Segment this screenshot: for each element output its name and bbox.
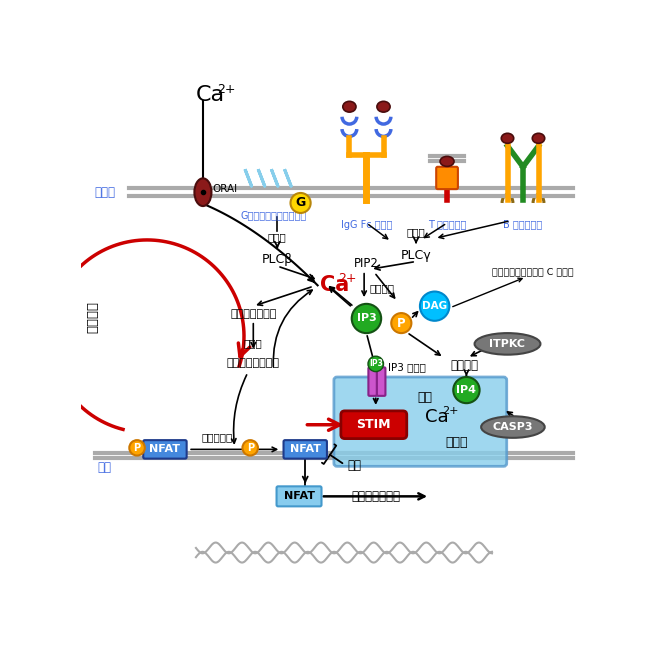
Text: NFAT: NFAT xyxy=(150,445,181,454)
Circle shape xyxy=(368,356,384,372)
Ellipse shape xyxy=(440,156,454,166)
Text: B 細胞受容体: B 細胞受容体 xyxy=(503,220,543,230)
Text: 分解: 分解 xyxy=(347,459,361,472)
Text: G: G xyxy=(296,196,306,209)
Text: IP3: IP3 xyxy=(369,359,383,368)
Text: P: P xyxy=(133,443,140,453)
Text: NFAT: NFAT xyxy=(283,492,315,501)
Text: リン酸化: リン酸化 xyxy=(451,359,479,372)
Text: T 細胞受容体: T 細胞受容体 xyxy=(428,220,466,230)
Text: PIP2: PIP2 xyxy=(354,256,379,269)
Text: P: P xyxy=(397,317,406,330)
Text: 活性化: 活性化 xyxy=(407,228,425,237)
Ellipse shape xyxy=(377,101,390,112)
Text: 小胞体: 小胞体 xyxy=(446,436,469,449)
Text: カルシニューリン: カルシニューリン xyxy=(227,358,280,368)
Ellipse shape xyxy=(501,133,514,143)
Circle shape xyxy=(129,440,145,456)
Text: 分解: 分解 xyxy=(417,391,432,404)
Text: Ca: Ca xyxy=(424,408,448,426)
Text: 脱リン酸化: 脱リン酸化 xyxy=(202,432,233,442)
FancyBboxPatch shape xyxy=(283,440,327,458)
Circle shape xyxy=(420,291,449,321)
Text: Ca: Ca xyxy=(320,274,349,295)
Text: 核膜: 核膜 xyxy=(98,462,112,475)
Text: CASP3: CASP3 xyxy=(493,422,533,432)
FancyBboxPatch shape xyxy=(341,411,407,439)
Ellipse shape xyxy=(474,333,540,355)
FancyBboxPatch shape xyxy=(369,367,377,396)
Text: 加水分解: 加水分解 xyxy=(369,283,395,293)
Text: ORAI: ORAI xyxy=(212,184,237,194)
Text: PLCγ: PLCγ xyxy=(400,249,432,262)
Circle shape xyxy=(242,440,258,456)
Circle shape xyxy=(291,193,311,213)
Ellipse shape xyxy=(532,133,545,143)
Text: 活性化: 活性化 xyxy=(244,338,263,348)
Text: STIM: STIM xyxy=(356,418,391,431)
Circle shape xyxy=(352,304,381,333)
Text: IP3 受容体: IP3 受容体 xyxy=(388,362,426,372)
Text: ITPKC: ITPKC xyxy=(489,339,525,349)
Text: サイトカイン等: サイトカイン等 xyxy=(351,490,400,503)
Text: 2+: 2+ xyxy=(338,272,356,285)
FancyBboxPatch shape xyxy=(436,167,458,189)
Text: IgG Fc 受容体: IgG Fc 受容体 xyxy=(341,220,392,230)
Text: Gタンパク共益型受容体: Gタンパク共益型受容体 xyxy=(240,211,307,220)
Text: 活性化: 活性化 xyxy=(268,232,287,242)
Text: プロテインキナーゼ C 活性化: プロテインキナーゼ C 活性化 xyxy=(492,268,574,277)
Ellipse shape xyxy=(343,101,356,112)
Text: PLCβ: PLCβ xyxy=(262,254,293,267)
Text: 2+: 2+ xyxy=(443,406,459,416)
FancyBboxPatch shape xyxy=(143,440,187,458)
Circle shape xyxy=(453,377,480,403)
FancyBboxPatch shape xyxy=(334,377,507,466)
Text: Ca: Ca xyxy=(196,85,225,105)
Ellipse shape xyxy=(481,416,545,438)
Text: IP4: IP4 xyxy=(456,385,476,395)
Text: カルモジュリン: カルモジュリン xyxy=(230,309,276,319)
Text: DAG: DAG xyxy=(422,301,447,311)
Ellipse shape xyxy=(194,179,211,206)
Text: P: P xyxy=(246,443,254,453)
Text: IP3: IP3 xyxy=(357,314,376,323)
Text: NFAT: NFAT xyxy=(290,445,320,454)
Text: 細胞膜: 細胞膜 xyxy=(94,186,115,199)
FancyBboxPatch shape xyxy=(377,367,385,396)
Circle shape xyxy=(391,313,411,333)
Text: 2+: 2+ xyxy=(217,83,235,96)
Text: 相互作用: 相互作用 xyxy=(86,301,99,333)
FancyBboxPatch shape xyxy=(276,486,322,507)
